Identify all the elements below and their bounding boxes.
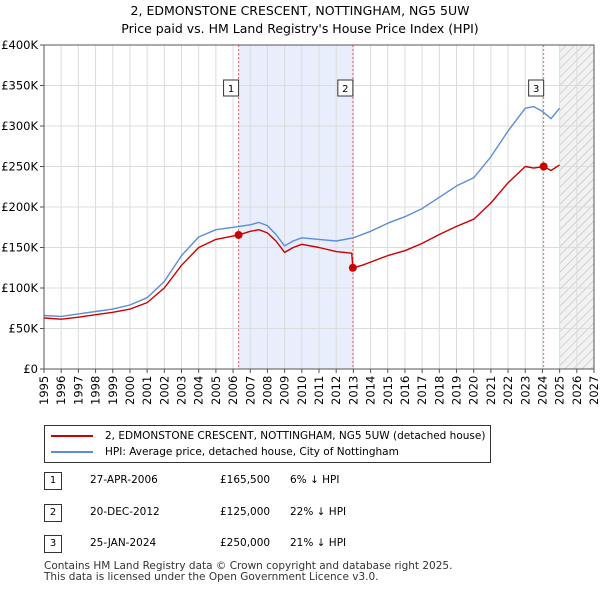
sale-price: £125,000 [220, 506, 271, 518]
x-tick-label: 2008 [260, 376, 274, 405]
x-tick-label: 2018 [432, 376, 446, 405]
x-tick-label: 2019 [450, 376, 464, 405]
x-tick-label: 2017 [415, 376, 429, 405]
sale-label-box [223, 79, 240, 97]
sale-label-text: 1 [228, 84, 234, 95]
sale-date: 20-DEC-2012 [90, 506, 160, 518]
x-tick-label: 2010 [295, 376, 309, 405]
sale-date: 25-JAN-2024 [90, 537, 157, 549]
x-tick-label: 2027 [587, 376, 600, 405]
chart-title: 2, EDMONSTONE CRESCENT, NOTTINGHAM, NG5 … [0, 2, 600, 38]
sale-number-badge: 2 [44, 504, 62, 522]
sale-price: £165,500 [220, 474, 271, 486]
sale-point [348, 263, 357, 272]
x-tick-label: 1998 [89, 376, 103, 405]
sale-row: 1 27-APR-2006 £165,500 6% ↓ HPI [44, 472, 444, 492]
sale-date: 27-APR-2006 [90, 474, 158, 486]
legend-swatch-hpi [51, 451, 93, 453]
sale-label-text: 2 [342, 84, 348, 95]
sale-number-badge: 1 [44, 472, 62, 490]
x-tick-label: 2011 [312, 376, 326, 405]
x-tick-label: 1995 [37, 376, 51, 405]
sale-price: £250,000 [220, 537, 271, 549]
x-tick-label: 2023 [518, 376, 532, 405]
y-tick-label: £0 [23, 362, 38, 376]
property-price-line [43, 164, 560, 320]
x-tick-label: 2012 [329, 376, 343, 405]
y-tick-label: £350K [1, 79, 38, 93]
legend-item-property: 2, EDMONSTONE CRESCENT, NOTTINGHAM, NG5 … [51, 428, 485, 444]
y-tick-label: £200K [1, 200, 38, 214]
y-tick-label: £150K [1, 241, 38, 255]
x-tick-label: 2006 [226, 376, 240, 405]
x-tick-label: 2003 [175, 376, 189, 405]
x-tick-label: 1999 [106, 376, 120, 405]
x-tick-label: 1997 [71, 376, 85, 405]
x-tick-label: 2022 [501, 376, 515, 405]
sale-point [539, 162, 548, 171]
sale-label-box [337, 79, 354, 97]
x-tick-label: 2014 [364, 376, 378, 405]
sale-hpi-diff: 6% ↓ HPI [290, 474, 340, 486]
x-tick-label: 2001 [140, 376, 154, 405]
x-tick-label: 2004 [192, 376, 206, 405]
x-tick-label: 2024 [535, 376, 549, 405]
y-tick-label: £100K [1, 281, 38, 295]
chart-legend: 2, EDMONSTONE CRESCENT, NOTTINGHAM, NG5 … [44, 425, 491, 463]
x-tick-label: 1996 [54, 376, 68, 405]
x-tick-label: 2026 [570, 376, 584, 405]
x-tick-label: 2025 [553, 376, 567, 405]
sale-label-text: 3 [533, 84, 539, 95]
x-tick-label: 2020 [467, 376, 481, 405]
hpi-line [43, 105, 561, 318]
footer-attribution: Contains HM Land Registry data © Crown c… [44, 561, 452, 583]
x-tick-label: 2013 [346, 376, 360, 405]
sale-label-box [528, 79, 545, 97]
x-tick-label: 2009 [278, 376, 292, 405]
y-tick-label: £250K [1, 160, 38, 174]
footer-line2: This data is licensed under the Open Gov… [44, 571, 379, 583]
y-tick-label: £400K [1, 38, 38, 52]
sale-point [234, 230, 243, 239]
sale-number-badge: 3 [44, 535, 62, 553]
x-tick-label: 2002 [157, 376, 171, 405]
legend-label-hpi: HPI: Average price, detached house, City… [105, 446, 399, 458]
chart-title-line2: Price paid vs. HM Land Registry's House … [121, 21, 479, 36]
y-tick-label: £50K [9, 322, 39, 336]
legend-label-property: 2, EDMONSTONE CRESCENT, NOTTINGHAM, NG5 … [105, 430, 486, 442]
price-chart: 1 2 3 £0 £50K £100K £150K £200K £250K £300K £350K £… [1, 38, 600, 405]
sale-hpi-diff: 22% ↓ HPI [290, 506, 347, 518]
x-tick-label: 2000 [123, 376, 137, 405]
x-tick-label: 2007 [243, 376, 257, 405]
y-tick-label: £300K [1, 119, 38, 133]
sale-row: 3 25-JAN-2024 £250,000 21% ↓ HPI [44, 535, 444, 555]
x-tick-label: 2005 [209, 376, 223, 405]
sale-hpi-diff: 21% ↓ HPI [290, 537, 347, 549]
chart-title-line1: 2, EDMONSTONE CRESCENT, NOTTINGHAM, NG5 … [130, 3, 470, 18]
x-tick-label: 2021 [484, 376, 498, 405]
legend-item-hpi: HPI: Average price, detached house, City… [51, 444, 399, 460]
footer-line1: Contains HM Land Registry data © Crown c… [44, 560, 453, 572]
sale-row: 2 20-DEC-2012 £125,000 22% ↓ HPI [44, 504, 444, 524]
x-tick-label: 2015 [381, 376, 395, 405]
legend-swatch-property [51, 435, 93, 437]
x-tick-label: 2016 [398, 376, 412, 405]
